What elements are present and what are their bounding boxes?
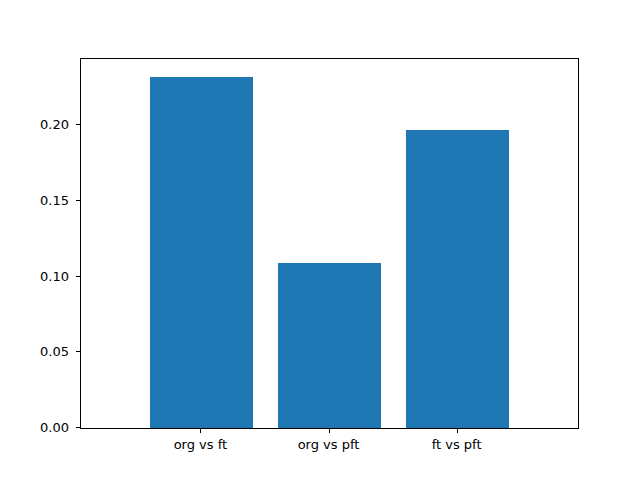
y-tick-label: 0.00 <box>29 421 69 434</box>
y-tick-label: 0.20 <box>29 118 69 131</box>
bar <box>278 263 380 428</box>
figure: 0.00 0.05 0.10 0.15 0.20 org vs ft org vs pft… <box>0 0 640 480</box>
plot-area <box>80 58 579 429</box>
y-tick-mark <box>76 427 80 428</box>
y-tick-mark <box>76 124 80 125</box>
y-tick-label: 0.15 <box>29 194 69 207</box>
x-tick-label: org vs ft <box>140 438 260 451</box>
y-tick-mark <box>76 276 80 277</box>
x-tick-label: ft vs pft <box>397 438 517 451</box>
x-tick-label: org vs pft <box>269 438 389 451</box>
x-tick-mark <box>457 429 458 433</box>
x-tick-mark <box>329 429 330 433</box>
y-tick-label: 0.05 <box>29 345 69 358</box>
x-tick-mark <box>200 429 201 433</box>
y-tick-mark <box>76 200 80 201</box>
y-tick-mark <box>76 351 80 352</box>
bar <box>406 130 508 428</box>
y-tick-label: 0.10 <box>29 270 69 283</box>
bar <box>150 77 252 428</box>
